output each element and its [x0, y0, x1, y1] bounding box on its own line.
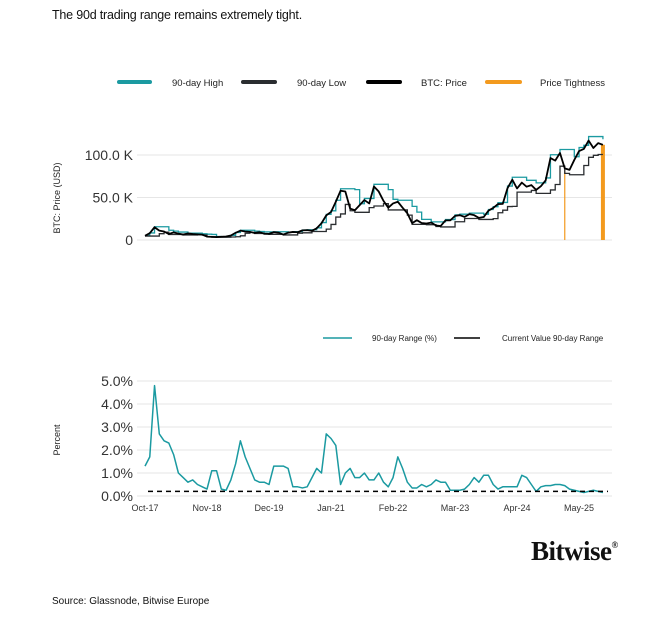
y-ticks-top: 0 50.0 K 100.0 K [85, 147, 134, 248]
y-tick-label: 2.0% [101, 442, 133, 458]
x-tick-label: Dec-19 [255, 503, 284, 513]
y-ticks-bottom: 0.0% 1.0% 2.0% 3.0% 4.0% 5.0% [101, 373, 133, 504]
tightness-bar [600, 144, 605, 240]
legend-top: 90-day High 90-day Low BTC: Price Price … [117, 78, 605, 89]
y-tick-label: 1.0% [101, 465, 133, 481]
legend-label-low: 90-day Low [297, 78, 346, 89]
legend-label-high: 90-day High [172, 78, 223, 89]
chart-title: The 90d trading range remains extremely … [52, 8, 302, 22]
x-tick-label: Oct-17 [131, 503, 158, 513]
plot-top [144, 135, 605, 240]
logo-text: Bitwise [531, 536, 612, 566]
x-tick-label: Nov-18 [193, 503, 222, 513]
x-tick-label: Mar-23 [441, 503, 470, 513]
tightness-bar [564, 170, 566, 240]
plot-bottom [144, 384, 608, 494]
x-tick-label: Feb-22 [379, 503, 408, 513]
y-tick-label: 0 [125, 232, 133, 248]
legend-label-tightness: Price Tightness [540, 78, 605, 89]
logo-mark: ® [611, 540, 619, 550]
legend-label-current: Current Value 90-day Range [502, 334, 604, 343]
y-tick-label: 100.0 K [85, 147, 134, 163]
legend-label-range: 90-day Range (%) [372, 334, 437, 343]
series-90-day-range [144, 384, 604, 494]
y-axis-label-top: BTC: Price (USD) [52, 162, 62, 233]
legend-bottom: 90-day Range (%) Current Value 90-day Ra… [323, 334, 604, 343]
y-tick-label: 4.0% [101, 396, 133, 412]
grid-bottom [137, 380, 612, 497]
y-tick-label: 50.0 K [93, 190, 134, 206]
y-axis-label-bottom: Percent [52, 424, 62, 456]
x-tick-label: Jan-21 [317, 503, 345, 513]
series-btc-price [144, 139, 604, 238]
y-tick-label: 5.0% [101, 373, 133, 389]
x-tick-label: May-25 [564, 503, 594, 513]
y-tick-label: 0.0% [101, 488, 133, 504]
x-ticks-bottom: Oct-17 Nov-18 Dec-19 Jan-21 Feb-22 Mar-23 Apr-… [131, 503, 594, 513]
y-tick-label: 3.0% [101, 419, 133, 435]
bitwise-logo: Bitwise® [531, 536, 618, 567]
x-tick-label: Apr-24 [504, 503, 531, 513]
legend-label-price: BTC: Price [421, 78, 467, 89]
source-note: Source: Glassnode, Bitwise Europe [52, 596, 210, 607]
